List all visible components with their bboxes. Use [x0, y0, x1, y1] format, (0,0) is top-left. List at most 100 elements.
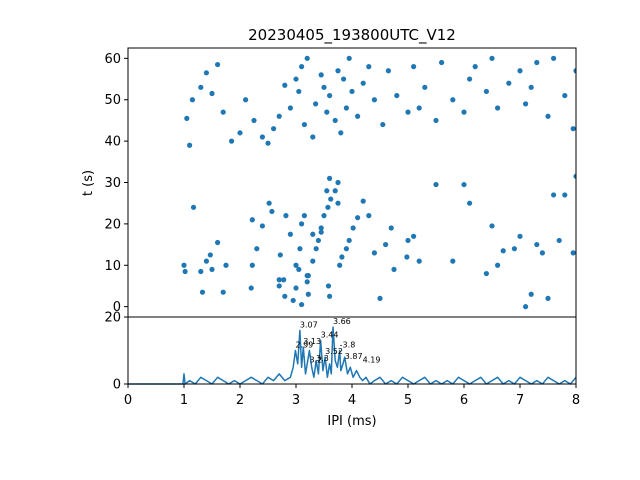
raster-point	[489, 223, 495, 229]
raster-point	[335, 200, 341, 206]
raster-point	[467, 200, 473, 206]
raster-point	[276, 113, 282, 119]
raster-point	[461, 109, 467, 115]
x-tick-label: 7	[516, 393, 524, 408]
raster-point	[343, 246, 349, 252]
raster-point	[346, 237, 352, 244]
raster-point	[251, 117, 257, 124]
raster-point	[215, 61, 221, 68]
raster-point	[371, 97, 377, 103]
x-axis-label: IPI (ms)	[327, 414, 376, 429]
raster-point	[287, 105, 293, 111]
raster-point	[483, 270, 489, 277]
raster-point	[517, 233, 523, 239]
raster-point	[534, 241, 540, 248]
raster-point	[467, 76, 473, 82]
peak-annotation: 3.44	[321, 330, 339, 339]
raster-point	[203, 258, 209, 264]
raster-point	[209, 266, 215, 273]
raster-point	[366, 64, 372, 70]
raster-point	[539, 250, 546, 256]
raster-point	[315, 237, 321, 244]
raster-point	[439, 59, 445, 66]
peak-annotation: 4.19	[363, 356, 381, 365]
y-tick-label: 30	[104, 176, 121, 191]
raster-point	[325, 204, 331, 210]
raster-point	[528, 84, 534, 90]
raster-point	[254, 246, 260, 252]
raster-point	[350, 225, 356, 231]
peak-annotation: 3.66	[333, 317, 351, 326]
raster-point	[500, 248, 506, 254]
raster-point	[332, 188, 338, 194]
raster-point	[433, 181, 439, 188]
raster-point	[528, 291, 534, 297]
raster-point	[355, 215, 361, 221]
raster-point	[325, 283, 332, 289]
raster-point	[310, 258, 316, 264]
raster-point	[266, 200, 272, 206]
raster-point	[573, 68, 576, 74]
raster-point	[181, 262, 187, 268]
raster-point	[335, 179, 341, 186]
raster-point	[570, 126, 576, 132]
raster-point	[394, 92, 400, 99]
raster-point	[411, 64, 417, 70]
raster-point	[371, 250, 377, 256]
raster-point	[313, 101, 319, 107]
raster-point	[517, 68, 523, 74]
raster-point	[182, 268, 188, 275]
raster-point	[282, 82, 288, 88]
raster-point	[545, 295, 551, 301]
raster-point	[339, 254, 345, 260]
raster-point	[198, 268, 204, 275]
raster-point	[282, 293, 288, 299]
raster-point	[511, 246, 517, 252]
raster-point	[259, 134, 265, 140]
raster-point	[383, 241, 389, 248]
raster-point	[304, 273, 310, 279]
raster-point	[328, 196, 334, 202]
raster-point	[184, 115, 190, 121]
raster-point	[310, 134, 316, 140]
raster-point	[209, 90, 215, 97]
raster-point	[301, 213, 307, 219]
raster-point	[293, 262, 299, 268]
raster-point	[360, 198, 366, 204]
y-tick-label: 20	[104, 311, 121, 326]
raster-point	[523, 304, 529, 310]
raster-point	[489, 55, 495, 61]
raster-point	[483, 88, 489, 95]
y-tick-label: 50	[104, 93, 121, 108]
raster-point	[293, 285, 299, 291]
raster-point	[318, 229, 324, 235]
raster-point	[276, 283, 282, 289]
raster-point	[318, 225, 324, 231]
peak-annotation: 3.87	[345, 352, 363, 361]
raster-point	[299, 301, 305, 308]
raster-point	[223, 262, 229, 268]
peak-annotation: 3.07	[300, 320, 318, 329]
x-tick-label: 8	[572, 393, 580, 408]
raster-point	[360, 80, 366, 86]
raster-point	[405, 109, 411, 115]
raster-point	[450, 97, 456, 103]
y-tick-label: 60	[104, 52, 121, 67]
raster-point	[422, 84, 428, 90]
histogram-frame	[127, 316, 577, 385]
raster-point	[495, 262, 501, 268]
raster-point	[290, 297, 296, 304]
x-tick-label: 3	[292, 393, 300, 408]
raster-point	[310, 231, 316, 237]
raster-point	[385, 68, 391, 74]
raster-point	[380, 121, 386, 128]
raster-point	[269, 208, 275, 215]
peak-annotation: 3.3	[316, 354, 329, 363]
raster-point	[404, 254, 410, 260]
raster-point	[287, 231, 293, 237]
raster-point	[198, 84, 204, 90]
raster-point	[523, 101, 529, 107]
raster-points	[181, 55, 576, 310]
raster-plot: 0 10 20 30 40 50 60	[104, 47, 577, 318]
raster-point	[281, 277, 287, 283]
